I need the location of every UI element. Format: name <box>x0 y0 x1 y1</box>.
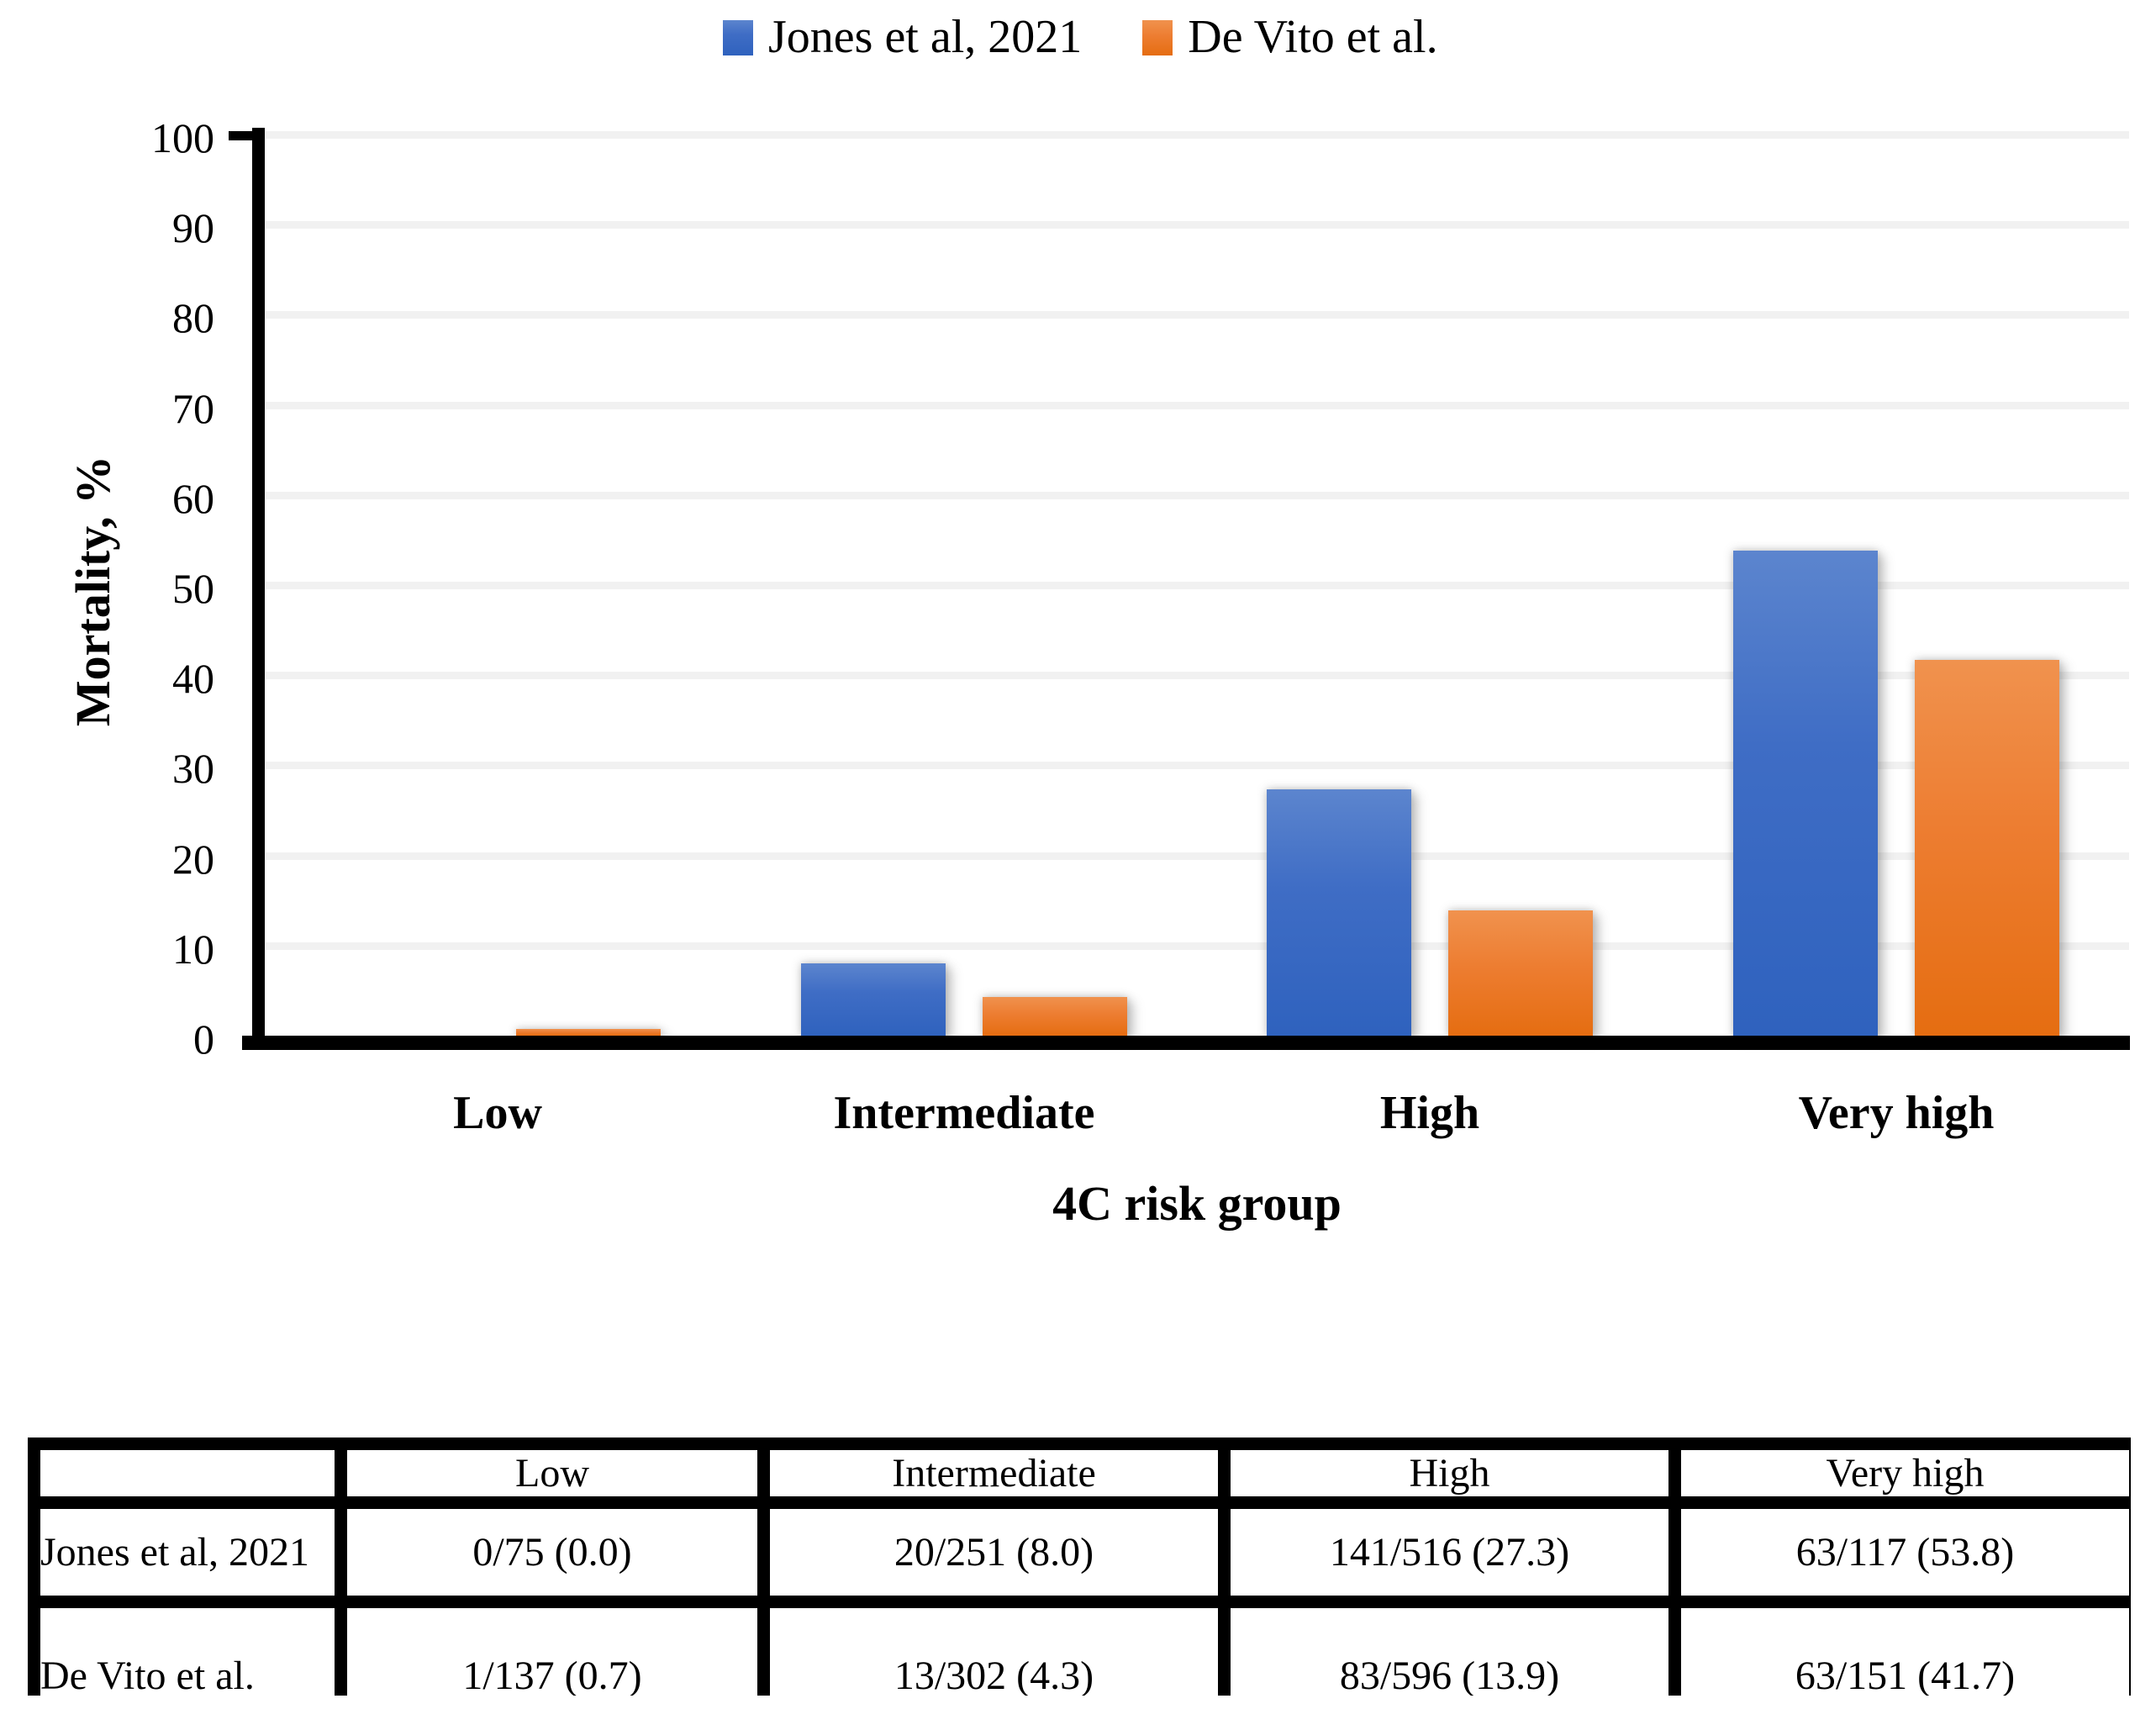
y-tick-label: 90 <box>172 204 214 252</box>
table-row-label: Jones et al, 2021 <box>28 1496 347 1608</box>
x-category-label: Very high <box>1798 1087 1995 1139</box>
legend-item: De Vito et al. <box>1142 11 1438 64</box>
bar-devito-high <box>1448 910 1593 1036</box>
y-axis-title: Mortality, % <box>66 455 120 727</box>
gridline <box>265 942 2129 950</box>
legend-swatch-icon <box>1142 19 1173 55</box>
gridline <box>265 852 2129 860</box>
data-table: Low Intermediate High Very high Jones et al,… <box>28 1438 2131 1696</box>
gridline <box>265 762 2129 770</box>
table-header-cell: High <box>1218 1438 1681 1509</box>
table-corner-cell <box>28 1438 347 1509</box>
gridline <box>265 491 2129 499</box>
x-category-label: Low <box>453 1087 542 1139</box>
legend-swatch-icon <box>723 19 753 55</box>
y-tick-label: 60 <box>172 474 214 522</box>
table-row-label: De Vito et al. <box>28 1596 347 1696</box>
table-cell: 63/151 (41.7) <box>1668 1596 2131 1696</box>
y-tick-label: 100 <box>151 114 214 161</box>
data-table-clip: Low Intermediate High Very high Jones et al,… <box>28 1438 2131 1696</box>
chart-legend: Jones et al, 2021 De Vito et al. <box>723 11 1438 64</box>
y-tick-label: 70 <box>172 384 214 432</box>
table-row: De Vito et al. 1/137 (0.7) 13/302 (4.3) 83/… <box>28 1596 2131 1696</box>
gridline <box>265 672 2129 680</box>
y-tick-label: 80 <box>172 294 214 342</box>
bar-devito-low <box>516 1029 661 1036</box>
gridline <box>265 311 2129 319</box>
table-cell: 0/75 (0.0) <box>335 1496 770 1608</box>
table-header-cell: Very high <box>1668 1438 2131 1509</box>
y-tick-label: 20 <box>172 835 214 883</box>
x-axis-title: 4C risk group <box>1052 1176 1342 1231</box>
bar-jones-intermediate <box>801 963 946 1036</box>
y-tick-label: 50 <box>172 565 214 612</box>
table-cell: 13/302 (4.3) <box>757 1596 1231 1696</box>
x-category-label: High <box>1379 1087 1480 1139</box>
y-tick-label: 30 <box>172 745 214 793</box>
bar-jones-high <box>1267 789 1411 1036</box>
table-cell: 141/516 (27.3) <box>1218 1496 1681 1608</box>
gridline <box>265 221 2129 229</box>
legend-label: Jones et al, 2021 <box>768 11 1083 63</box>
y-axis-top-tick <box>229 131 252 140</box>
table-cell: 63/117 (53.8) <box>1668 1496 2131 1608</box>
y-axis-line <box>252 128 265 1050</box>
table-header-cell: Intermediate <box>757 1438 1231 1509</box>
x-category-label: Intermediate <box>833 1087 1095 1139</box>
y-tick-label: 10 <box>172 925 214 973</box>
table-cell: 1/137 (0.7) <box>335 1596 770 1696</box>
legend-item: Jones et al, 2021 <box>723 11 1083 64</box>
bar-devito-intermediate <box>983 997 1127 1036</box>
plot-area: 0 10 20 30 40 50 60 70 80 90 100 Low Intermediate Hig… <box>151 114 2130 1139</box>
y-tick-label: 40 <box>172 655 214 703</box>
gridline <box>265 401 2129 409</box>
table-cell: 83/596 (13.9) <box>1218 1596 1681 1696</box>
legend-label: De Vito et al. <box>1188 11 1438 63</box>
gridline <box>265 582 2129 589</box>
table-cell: 20/251 (8.0) <box>757 1496 1231 1608</box>
gridline <box>265 131 2129 139</box>
table-header-cell: Low <box>335 1438 770 1509</box>
bar-jones-very-high <box>1733 551 1878 1036</box>
y-tick-label: 0 <box>193 1015 214 1063</box>
x-axis-line <box>242 1036 2130 1050</box>
table-row: Jones et al, 2021 0/75 (0.0) 20/251 (8.0) 1… <box>28 1496 2131 1608</box>
bar-devito-very-high <box>1915 660 2059 1036</box>
